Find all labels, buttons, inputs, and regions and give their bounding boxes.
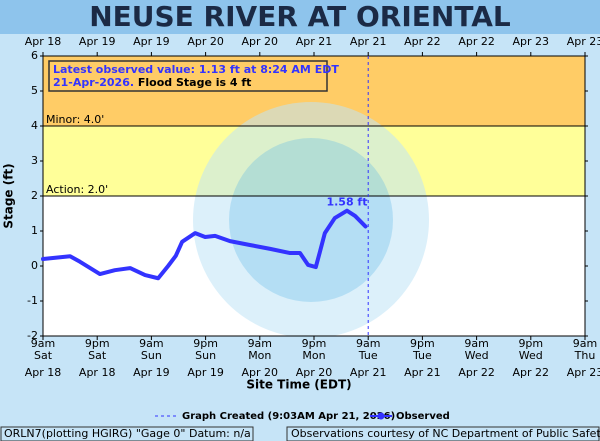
top-tick-date: Apr 21 [350,35,387,48]
top-tick-date: Apr 22 [458,35,495,48]
x-tick-label: 9pm [193,337,218,350]
title-band [0,0,600,34]
x-tick-date: Apr 18 [79,366,116,379]
x-tick-day: Thu [574,349,596,362]
x-tick-label: 9pm [410,337,435,350]
top-tick-date: Apr 19 [79,35,116,48]
top-tick-date: Apr 18 [25,35,62,48]
observed-line [41,208,368,281]
footer-right-box [286,426,600,441]
x-tick-day: Sun [141,349,162,362]
x-tick-day: Wed [465,349,489,362]
x-axis-label: Site Time (EDT) [246,378,351,392]
annotation-box [48,60,328,92]
y-tick-label: -2 [27,329,38,342]
top-tick-date: Apr 23 [567,35,600,48]
x-tick-day: Wed [519,349,543,362]
top-tick-date: Apr 21 [296,35,333,48]
x-tick-label: 9am [31,337,55,350]
y-tick-label: 1 [31,224,38,237]
y-tick-label: 5 [31,84,38,97]
chart-title: NEUSE RIVER AT ORIENTAL [89,0,511,33]
x-tick-day: Tue [358,349,378,362]
y-axis-label: Stage (ft) [2,163,16,228]
logo [193,102,429,338]
x-tick-date: Apr 18 [25,366,62,379]
top-tick-date: Apr 23 [513,35,550,48]
x-tick-label: 9pm [518,337,543,350]
x-tick-label: 9am [573,337,597,350]
annotation-line: Latest observed value: 1.13 ft at 8:24 A… [53,63,339,76]
x-tick-date: Apr 19 [187,366,224,379]
x-tick-date: Apr 22 [458,366,495,379]
x-tick-day: Sat [34,349,53,362]
value-label: 1.58 ft [326,196,367,209]
legend-label: Observed [396,411,450,422]
threshold-label: Action: 2.0' [46,183,108,196]
footer-left: ORLN7(plotting HGIRG) "Gage 0" Datum: n/… [4,427,251,440]
x-tick-date: Apr 21 [404,366,441,379]
x-tick-date: Apr 20 [242,366,279,379]
footer-right: Observations courtesy of NC Department o… [291,427,600,440]
x-tick-label: 9am [248,337,272,350]
y-tick-label: 2 [31,189,38,202]
x-tick-date: Apr 23 [567,366,600,379]
x-tick-day: Sun [195,349,216,362]
x-tick-label: 9am [356,337,380,350]
logo-inner [229,138,393,302]
y-tick-label: 0 [31,259,38,272]
top-tick-date: Apr 20 [242,35,279,48]
top-tick-date: Apr 22 [404,35,441,48]
x-tick-label: 9am [139,337,163,350]
x-tick-label: 9pm [302,337,327,350]
threshold-label: Minor: 4.0' [46,113,104,126]
x-tick-day: Tue [412,349,432,362]
annotation-flood: Flood Stage is 4 ft [138,76,252,89]
y-tick-label: -1 [27,294,38,307]
x-tick-label: 9pm [85,337,110,350]
x-tick-label: 9am [464,337,488,350]
top-tick-date: Apr 20 [187,35,224,48]
top-tick-date: Apr 19 [133,35,170,48]
y-tick-label: 4 [31,119,38,132]
x-tick-date: Apr 19 [133,366,170,379]
plot-frame [42,55,586,337]
x-tick-date: Apr 22 [513,366,550,379]
footer-left-box [0,426,254,441]
x-tick-date: Apr 21 [350,366,387,379]
x-tick-day: Sat [88,349,107,362]
legend-created: Graph Created (9:03AM Apr 21, 2026) [182,411,395,422]
annotation-date: 21-Apr-2026. [53,76,134,89]
x-tick-day: Mon [248,349,271,362]
y-tick-label: 6 [31,49,38,62]
legend-marker [377,412,385,420]
annotation-line: 21-Apr-2026. Flood Stage is 4 ft [53,76,251,89]
x-tick-date: Apr 20 [296,366,333,379]
x-tick-day: Mon [302,349,325,362]
y-tick-label: 3 [31,154,38,167]
